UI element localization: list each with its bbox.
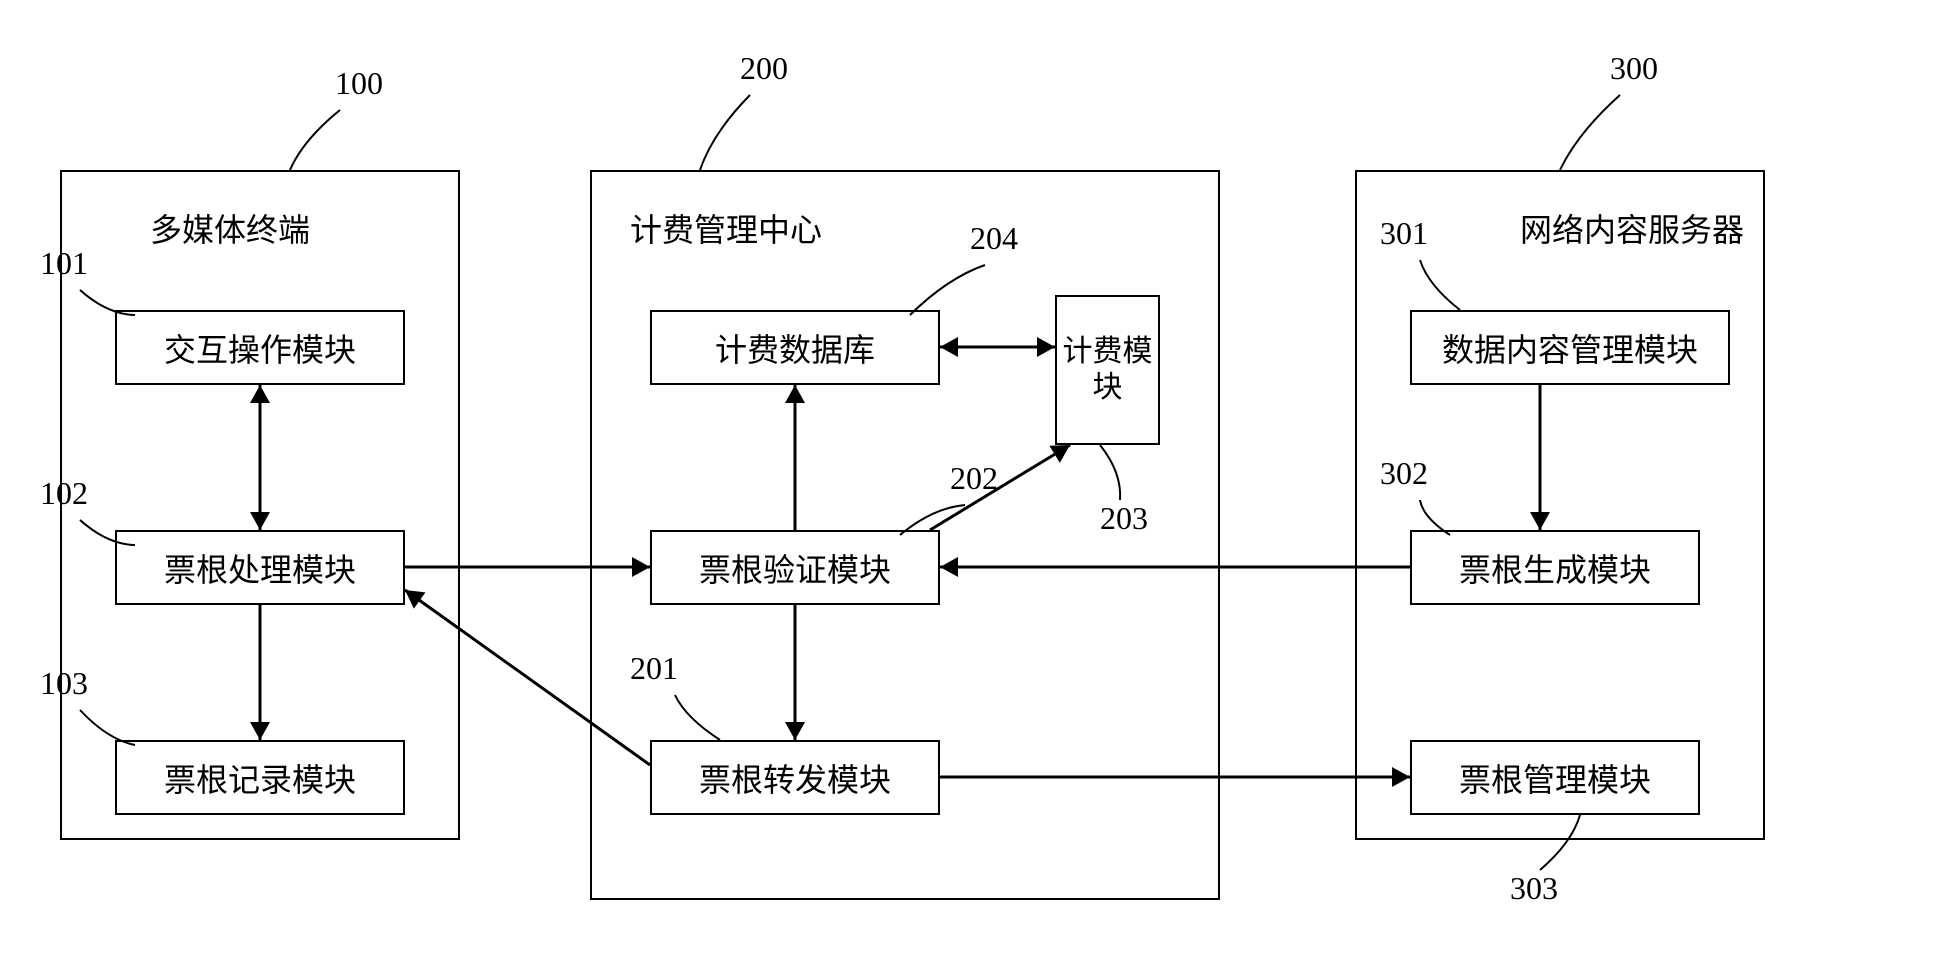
module-m302: 票根生成模块 bbox=[1410, 530, 1700, 605]
module-label-l102: 102 bbox=[40, 475, 88, 512]
module-label-l202: 202 bbox=[950, 460, 998, 497]
module-label-l201: 201 bbox=[630, 650, 678, 687]
module-m204: 计费数据库 bbox=[650, 310, 940, 385]
module-m203: 计费模块 bbox=[1055, 295, 1160, 445]
module-m303: 票根管理模块 bbox=[1410, 740, 1700, 815]
container-title-terminal: 多媒体终端 bbox=[150, 205, 310, 251]
module-m201: 票根转发模块 bbox=[650, 740, 940, 815]
module-label-l302: 302 bbox=[1380, 455, 1428, 492]
module-label-l303: 303 bbox=[1510, 870, 1558, 907]
module-m301: 数据内容管理模块 bbox=[1410, 310, 1730, 385]
module-label-l101: 101 bbox=[40, 245, 88, 282]
container-label-billing: 200 bbox=[740, 50, 788, 87]
module-label-l203: 203 bbox=[1100, 500, 1148, 537]
container-title-server: 网络内容服务器 bbox=[1520, 205, 1744, 251]
module-m202: 票根验证模块 bbox=[650, 530, 940, 605]
module-label-l301: 301 bbox=[1380, 215, 1428, 252]
module-label-l204: 204 bbox=[970, 220, 1018, 257]
container-title-billing: 计费管理中心 bbox=[630, 205, 822, 251]
module-m101: 交互操作模块 bbox=[115, 310, 405, 385]
module-m103: 票根记录模块 bbox=[115, 740, 405, 815]
container-label-server: 300 bbox=[1610, 50, 1658, 87]
module-label-l103: 103 bbox=[40, 665, 88, 702]
container-label-terminal: 100 bbox=[335, 65, 383, 102]
module-m102: 票根处理模块 bbox=[115, 530, 405, 605]
